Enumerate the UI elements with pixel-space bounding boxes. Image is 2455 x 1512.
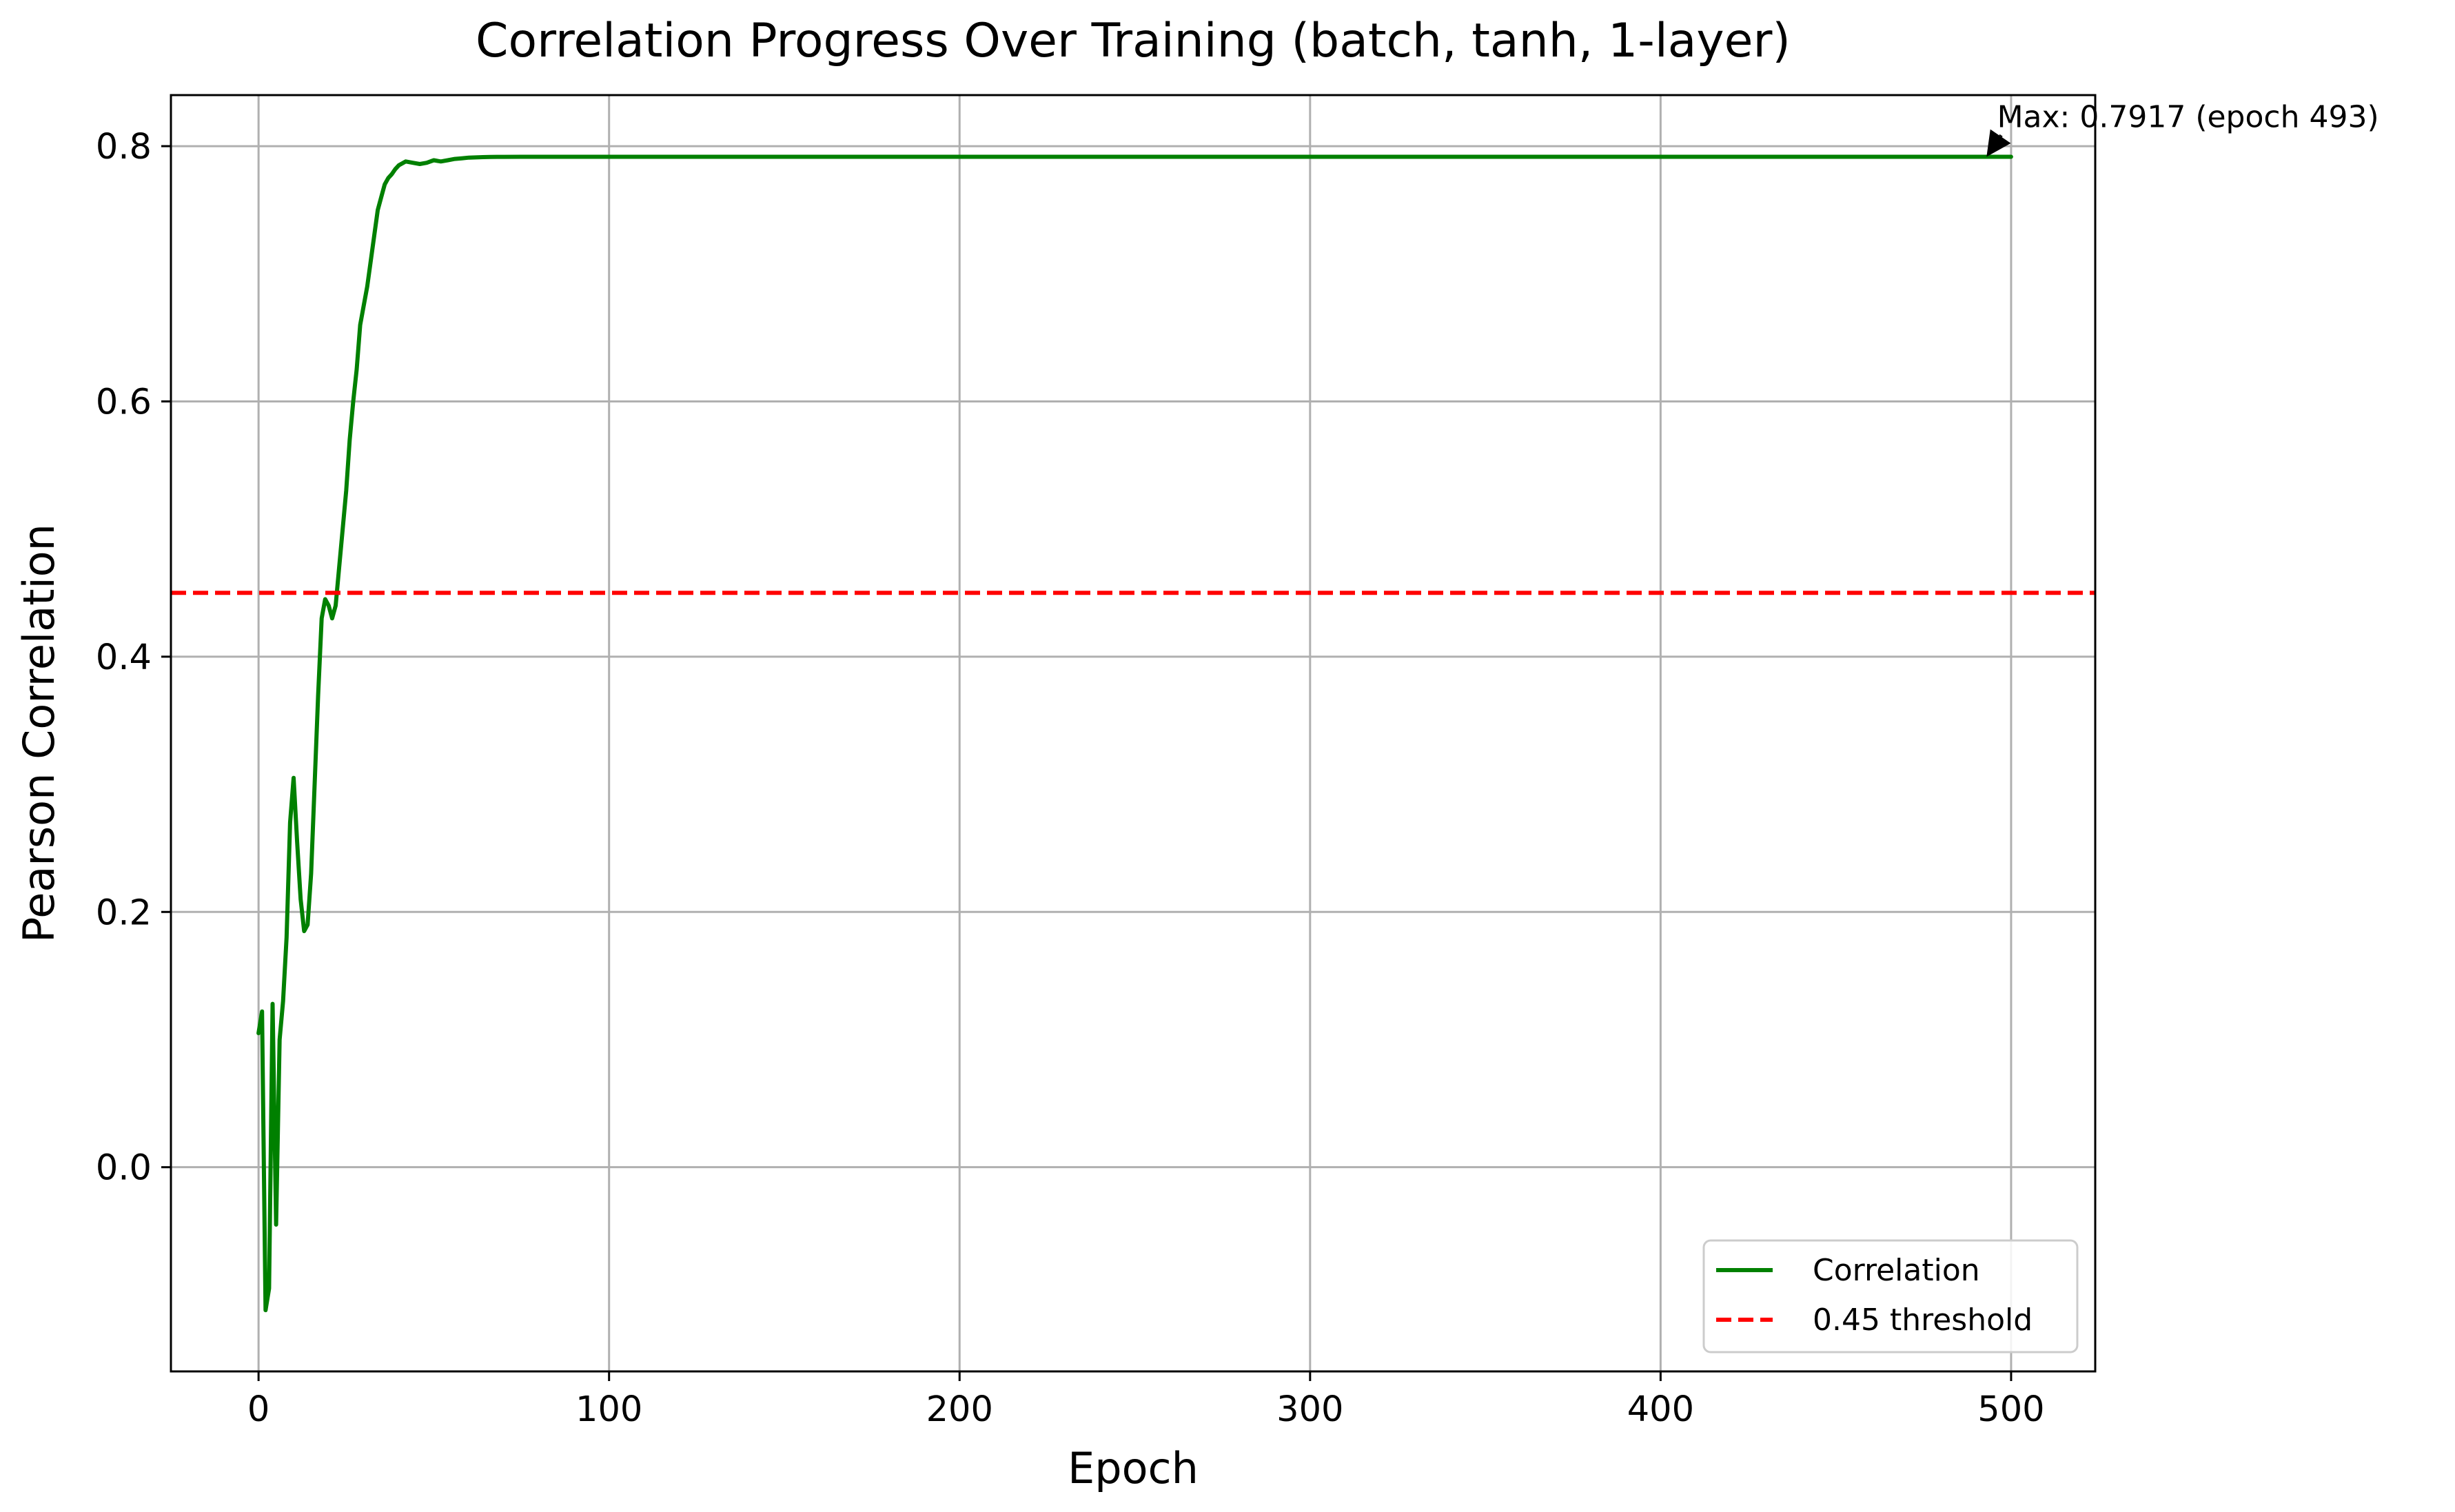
plot-background bbox=[171, 95, 2095, 1371]
y-axis-ticks: 0.0 0.2 0.4 0.6 0.8 bbox=[96, 127, 171, 1189]
chart-title: Correlation Progress Over Training (batc… bbox=[476, 14, 1791, 68]
legend-label-correlation: Correlation bbox=[1813, 1253, 1980, 1288]
legend-box bbox=[1702, 1239, 2079, 1353]
legend: Correlation 0.45 threshold bbox=[1702, 1239, 2079, 1353]
x-axis-ticks: 0 100 200 300 400 500 bbox=[247, 1371, 2045, 1430]
x-tick-label: 400 bbox=[1627, 1389, 1694, 1430]
grid-lines-y bbox=[171, 145, 2095, 1169]
x-tick-label: 0 bbox=[247, 1389, 269, 1430]
x-axis-label: Epoch bbox=[1068, 1443, 1199, 1493]
grid-lines-x bbox=[257, 95, 2013, 1371]
x-tick-label: 300 bbox=[1276, 1389, 1343, 1430]
x-tick-label: 500 bbox=[1977, 1389, 2044, 1430]
y-tick-label: 0.0 bbox=[96, 1148, 152, 1189]
x-tick-label: 100 bbox=[575, 1389, 642, 1430]
x-tick-label: 200 bbox=[926, 1389, 993, 1430]
plot-frame bbox=[170, 94, 2097, 1373]
series-layer bbox=[171, 154, 2095, 1313]
y-tick-label: 0.2 bbox=[96, 892, 152, 933]
annotation-layer: Max: 0.7917 (epoch 493) bbox=[1986, 99, 2379, 157]
y-tick-label: 0.6 bbox=[96, 382, 152, 422]
y-tick-label: 0.8 bbox=[96, 127, 152, 167]
annotation-arrow-head bbox=[1986, 129, 2011, 157]
series-line-correlation bbox=[256, 154, 2013, 1313]
annotation-text: Max: 0.7917 (epoch 493) bbox=[1997, 99, 2379, 134]
y-tick-label: 0.4 bbox=[96, 637, 152, 678]
y-axis-label: Pearson Correlation bbox=[14, 524, 64, 943]
legend-label-threshold: 0.45 threshold bbox=[1813, 1302, 2033, 1338]
